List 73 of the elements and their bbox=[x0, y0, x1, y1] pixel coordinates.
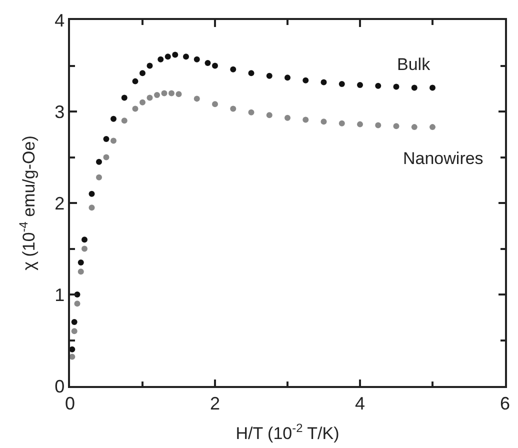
point bbox=[338, 81, 345, 88]
point bbox=[110, 138, 116, 144]
point bbox=[154, 92, 160, 98]
point bbox=[103, 154, 110, 160]
point bbox=[194, 96, 200, 102]
point bbox=[168, 90, 174, 96]
point bbox=[158, 56, 164, 62]
point bbox=[71, 328, 78, 334]
series-label: Bulk bbox=[397, 55, 431, 74]
point bbox=[176, 91, 182, 98]
point bbox=[121, 94, 128, 101]
x-tick-label: 6 bbox=[500, 393, 510, 414]
y-tick-label: 4 bbox=[54, 10, 65, 30]
x-axis-title: H/T (10$^{-2}$ T/K) bbox=[236, 421, 340, 444]
point bbox=[70, 346, 76, 352]
point bbox=[121, 118, 128, 124]
point bbox=[132, 106, 138, 112]
point bbox=[357, 121, 363, 128]
point bbox=[430, 124, 436, 130]
point bbox=[212, 62, 218, 69]
point bbox=[96, 174, 102, 180]
point bbox=[204, 60, 211, 66]
point bbox=[71, 318, 78, 325]
point bbox=[164, 54, 171, 60]
point bbox=[357, 82, 363, 88]
point bbox=[393, 123, 400, 130]
point bbox=[375, 122, 382, 128]
point bbox=[393, 84, 400, 90]
point bbox=[230, 106, 236, 112]
y-tick-label: 3 bbox=[54, 102, 65, 122]
point bbox=[212, 101, 218, 108]
point bbox=[96, 158, 102, 165]
point bbox=[82, 246, 88, 252]
point bbox=[266, 112, 272, 118]
point bbox=[132, 78, 138, 84]
x-tick-label: 4 bbox=[354, 393, 366, 414]
point bbox=[103, 136, 110, 142]
point bbox=[430, 84, 436, 91]
point bbox=[230, 66, 236, 72]
point bbox=[70, 354, 76, 360]
point bbox=[74, 300, 80, 307]
y-tick-label: 0 bbox=[54, 376, 65, 396]
point bbox=[194, 56, 200, 62]
point bbox=[110, 116, 116, 122]
point bbox=[82, 236, 88, 243]
point bbox=[146, 94, 153, 101]
point bbox=[248, 70, 254, 76]
point bbox=[88, 204, 95, 211]
point bbox=[338, 120, 345, 126]
y-tick-label: 1 bbox=[54, 284, 65, 305]
point bbox=[183, 54, 189, 60]
point bbox=[284, 74, 290, 81]
point bbox=[78, 268, 84, 275]
point bbox=[140, 99, 146, 106]
point bbox=[302, 77, 309, 84]
point bbox=[78, 259, 84, 266]
point bbox=[284, 114, 290, 121]
point bbox=[248, 109, 254, 116]
point bbox=[302, 116, 309, 123]
point bbox=[411, 84, 418, 91]
point bbox=[146, 62, 153, 69]
x-tick-label: 2 bbox=[210, 393, 220, 414]
y-tick-label: 2 bbox=[54, 193, 65, 214]
point bbox=[320, 118, 327, 125]
point bbox=[375, 82, 382, 89]
point bbox=[161, 90, 168, 96]
point bbox=[140, 70, 146, 76]
point bbox=[88, 190, 95, 197]
series-label: Nanowires bbox=[403, 149, 484, 168]
point bbox=[266, 72, 272, 79]
point bbox=[320, 79, 327, 86]
point bbox=[172, 52, 178, 58]
point bbox=[411, 124, 418, 130]
